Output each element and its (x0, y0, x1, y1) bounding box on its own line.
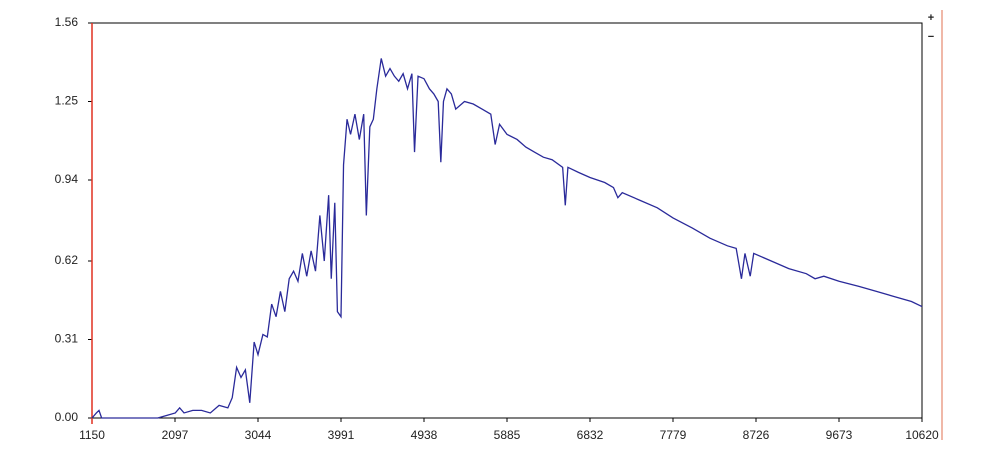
x-tick-label: 3044 (245, 428, 272, 442)
spectrum-line (91, 58, 923, 419)
x-tick-label: 3991 (328, 428, 355, 442)
plot-frame (91, 22, 923, 419)
x-tick-label: 2097 (162, 428, 189, 442)
x-tick-label: 6832 (577, 428, 604, 442)
y-tick-label: 1.56 (55, 15, 79, 29)
x-tick-label: 4938 (411, 428, 438, 442)
x-tick-label: 5885 (494, 428, 521, 442)
x-tick-label: 10620 (905, 428, 939, 442)
zoom-out-button[interactable]: − (928, 31, 934, 43)
y-tick-label: 0.31 (55, 332, 79, 346)
x-tick-label: 9673 (826, 428, 853, 442)
y-tick-label: 0.00 (55, 410, 79, 424)
x-tick-label: 7779 (660, 428, 687, 442)
x-tick-label: 8726 (743, 428, 770, 442)
zoom-in-button[interactable]: + (928, 12, 934, 24)
x-tick-label: 1150 (79, 428, 105, 442)
y-tick-label: 0.94 (55, 172, 79, 186)
y-tick-label: 1.25 (55, 94, 79, 108)
y-tick-label: 0.62 (55, 253, 79, 267)
